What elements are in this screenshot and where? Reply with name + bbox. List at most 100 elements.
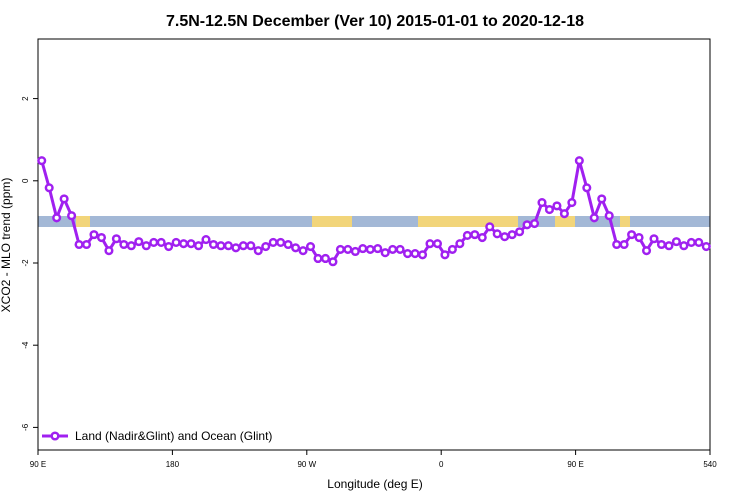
land-patch: [555, 216, 575, 227]
data-point: [126, 241, 136, 251]
data-point: [544, 205, 555, 215]
data-point: [574, 156, 584, 166]
y-tick-label: 2: [21, 96, 30, 101]
data-point: [664, 241, 674, 251]
data-point: [141, 241, 151, 251]
data-point: [104, 246, 114, 256]
data-point: [373, 244, 383, 254]
data-point: [305, 242, 316, 252]
data-point: [44, 183, 54, 193]
data-point: [328, 257, 338, 267]
data-point: [671, 237, 681, 247]
land-patch: [620, 216, 630, 227]
data-point: [701, 242, 711, 252]
x-tick-label: 0: [439, 460, 444, 469]
data-point: [119, 239, 129, 250]
data-point: [686, 237, 696, 247]
data-point: [589, 213, 599, 223]
data-point: [67, 211, 77, 221]
data-point: [425, 239, 435, 249]
data-point: [417, 250, 428, 260]
data-point: [500, 232, 510, 242]
data-point: [455, 239, 465, 249]
data-point: [261, 242, 271, 252]
data-point: [410, 248, 420, 259]
x-tick-label: 90 E: [567, 460, 583, 469]
data-point: [597, 194, 607, 204]
data-point: [313, 253, 323, 264]
y-tick-label: -2: [21, 259, 30, 267]
chart-title: 7.5N-12.5N December (Ver 10) 2015-01-01 …: [166, 13, 584, 30]
data-point: [462, 230, 472, 241]
legend-marker: [50, 431, 60, 441]
legend-label: Land (Nadir&Glint) and Ocean (Glint): [75, 429, 272, 443]
data-point: [179, 239, 189, 249]
data-point: [582, 183, 592, 193]
data-point: [149, 237, 159, 247]
data-point: [253, 246, 263, 256]
x-axis-label: Longitude (deg E): [327, 477, 422, 491]
data-point: [627, 230, 637, 240]
data-point: [694, 237, 704, 247]
data-point: [156, 237, 166, 247]
data-point: [291, 243, 301, 253]
data-point: [559, 209, 569, 219]
data-point: [81, 239, 92, 250]
data-point: [134, 237, 144, 247]
data-point: [432, 239, 443, 249]
data-point: [612, 239, 622, 250]
land-patch: [76, 216, 90, 227]
map-strip: [38, 216, 710, 227]
data-point: [216, 241, 226, 251]
data-point: [447, 244, 457, 254]
data-point: [193, 241, 204, 251]
x-tick-label: 90 W: [297, 460, 316, 469]
data-point: [679, 241, 689, 251]
data-point: [268, 237, 278, 247]
data-point: [604, 211, 614, 221]
data-point: [552, 201, 562, 211]
data-point: [365, 244, 375, 254]
data-point: [358, 244, 368, 254]
x-tick-label: 540: [703, 460, 717, 469]
data-point: [403, 248, 413, 259]
data-point: [52, 213, 62, 223]
data-point: [529, 218, 540, 229]
data-point: [96, 232, 107, 243]
data-point: [186, 239, 196, 249]
data-point: [111, 234, 121, 244]
data-point: [649, 234, 659, 244]
data-point: [201, 235, 211, 245]
x-tick-label: 90 E: [30, 460, 46, 469]
data-point: [440, 250, 450, 260]
ocean-band: [38, 216, 710, 227]
data-point: [641, 246, 652, 256]
data-point: [634, 232, 644, 243]
data-point: [74, 239, 84, 250]
data-point: [298, 246, 308, 256]
data-point: [231, 243, 241, 253]
data-point: [276, 237, 286, 247]
data-point: [485, 222, 495, 232]
data-point: [350, 246, 360, 257]
data-point: [164, 242, 174, 252]
y-tick-label: -6: [21, 423, 30, 431]
data-point: [335, 244, 345, 254]
data-point: [507, 230, 517, 240]
data-point: [567, 198, 577, 208]
y-tick-label: 0: [21, 178, 30, 183]
land-patch: [312, 216, 352, 227]
data-point: [238, 241, 248, 251]
data-point: [89, 230, 99, 240]
data-point: [208, 239, 219, 250]
data-point: [619, 239, 629, 250]
y-tick-label: -4: [21, 341, 30, 349]
data-point: [656, 239, 667, 250]
data-point: [388, 244, 398, 254]
data-point: [246, 241, 256, 251]
data-point: [395, 244, 405, 254]
data-point: [37, 156, 47, 166]
data-point: [343, 244, 353, 254]
data-point: [537, 198, 547, 208]
